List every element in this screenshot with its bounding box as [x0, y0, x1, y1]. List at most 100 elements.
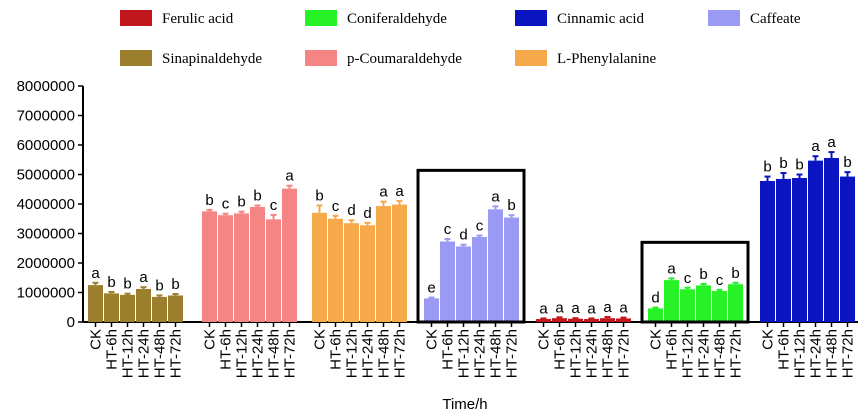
bar: [568, 318, 583, 322]
highlight-box: [416, 168, 526, 324]
significance-letter: b: [779, 155, 787, 172]
significance-letter: b: [699, 266, 707, 283]
bar: [360, 225, 375, 322]
bar: [328, 218, 343, 322]
x-tick-label: HT-48h: [266, 329, 283, 378]
x-tick-label: HT-48h: [824, 329, 841, 378]
significance-letter: a: [571, 300, 580, 317]
bar: [536, 319, 551, 322]
significance-letter: b: [107, 274, 115, 291]
x-tick-label: HT-6h: [552, 329, 569, 370]
significance-letter: d: [347, 202, 355, 219]
bar: [424, 298, 439, 322]
x-tick-label: HT-12h: [456, 329, 473, 378]
bar: [552, 318, 567, 322]
bar: [152, 296, 167, 322]
x-tick-label: HT-6h: [328, 329, 345, 370]
bar: [218, 215, 233, 322]
significance-letter: a: [827, 134, 836, 151]
legend-swatch: [708, 10, 740, 26]
x-tick-label: HT-48h: [152, 329, 169, 378]
x-tick-label: HT-12h: [792, 329, 809, 378]
bar-group: dac b c b: [640, 240, 750, 324]
bar: [250, 206, 265, 322]
significance-letter: a: [667, 260, 676, 277]
significance-letter: e: [427, 280, 435, 297]
bar: [120, 294, 135, 322]
y-tick-label: 2000000: [17, 255, 75, 272]
significance-letter: a: [285, 168, 294, 185]
bar: [202, 211, 217, 322]
significance-letter: b: [731, 265, 739, 282]
bar: [312, 212, 327, 322]
bar: [472, 237, 487, 322]
x-tick-label: HT-12h: [234, 329, 251, 378]
significance-letter: b: [237, 194, 245, 211]
legend-swatch: [305, 10, 337, 26]
bar: [88, 285, 103, 322]
x-tick-label: HT-6h: [218, 329, 235, 370]
significance-letter: b: [763, 159, 771, 176]
x-tick-label: HT-48h: [600, 329, 617, 378]
bar: [760, 180, 775, 322]
legend-label: L-Phenylalanine: [557, 51, 656, 67]
significance-letter: a: [139, 269, 148, 286]
legend-swatch: [515, 10, 547, 26]
x-tick-label: HT-24h: [360, 329, 377, 378]
significance-letter: b: [843, 154, 851, 171]
significance-letter: a: [379, 184, 388, 201]
legend-label: Ferulic acid: [162, 11, 234, 27]
x-tick-label: HT-12h: [344, 329, 361, 378]
significance-letter: b: [205, 192, 213, 209]
bar: [712, 291, 727, 322]
bar-group: ab b a b b: [88, 265, 183, 322]
significance-letter: c: [716, 272, 724, 289]
bar: [456, 246, 471, 322]
bar: [440, 241, 455, 322]
significance-letter: c: [476, 218, 484, 235]
x-tick-label: HT-48h: [488, 329, 505, 378]
significance-letter: a: [811, 138, 820, 155]
bar: [136, 288, 151, 322]
legend-label: p-Coumaraldehyde: [347, 51, 462, 67]
x-tick-label: HT-48h: [712, 329, 729, 378]
y-tick-label: 1000000: [17, 285, 75, 302]
significance-letter: b: [253, 187, 261, 204]
significance-letter: a: [555, 299, 564, 316]
bar-group: b b ba ab: [760, 134, 855, 322]
significance-letter: c: [332, 198, 340, 215]
significance-letter: d: [363, 205, 371, 222]
bar: [282, 188, 297, 322]
y-axis: 0 1000000 2000000 3000000 4000000 5000000 6000…: [17, 78, 84, 331]
legend-label: Caffeate: [750, 11, 801, 27]
bar: [488, 209, 503, 322]
significance-letter: d: [651, 290, 659, 307]
x-tick-label: HT-72h: [616, 329, 633, 378]
legend: Ferulic acid Coniferaldehyde Cinnamic acid…: [120, 10, 801, 67]
legend-swatch: [515, 50, 547, 66]
significance-letter: a: [619, 300, 628, 317]
x-tick-label: HT-72h: [504, 329, 521, 378]
bar: [344, 223, 359, 322]
x-tick-label: HT-24h: [472, 329, 489, 378]
x-tick-label: HT-12h: [120, 329, 137, 378]
bar: [168, 295, 183, 322]
significance-letter: a: [91, 265, 100, 282]
x-tick-label: HT-72h: [728, 329, 745, 378]
bar: [648, 308, 663, 322]
significance-letter: a: [603, 299, 612, 316]
bar: [792, 178, 807, 322]
x-tick-label: CK: [424, 329, 441, 350]
y-tick-label: 6000000: [17, 137, 75, 154]
x-tick-label: HT-6h: [440, 329, 457, 370]
bar: [584, 319, 599, 322]
bar: [392, 204, 407, 322]
x-tick-label: HT-48h: [376, 329, 393, 378]
x-tick-label: HT-24h: [250, 329, 267, 378]
legend-swatch: [120, 50, 152, 66]
x-axis: CK HT-6h HT-12h HT-24h HT-48h HT-72h CK HT-6h HT…: [83, 321, 858, 378]
